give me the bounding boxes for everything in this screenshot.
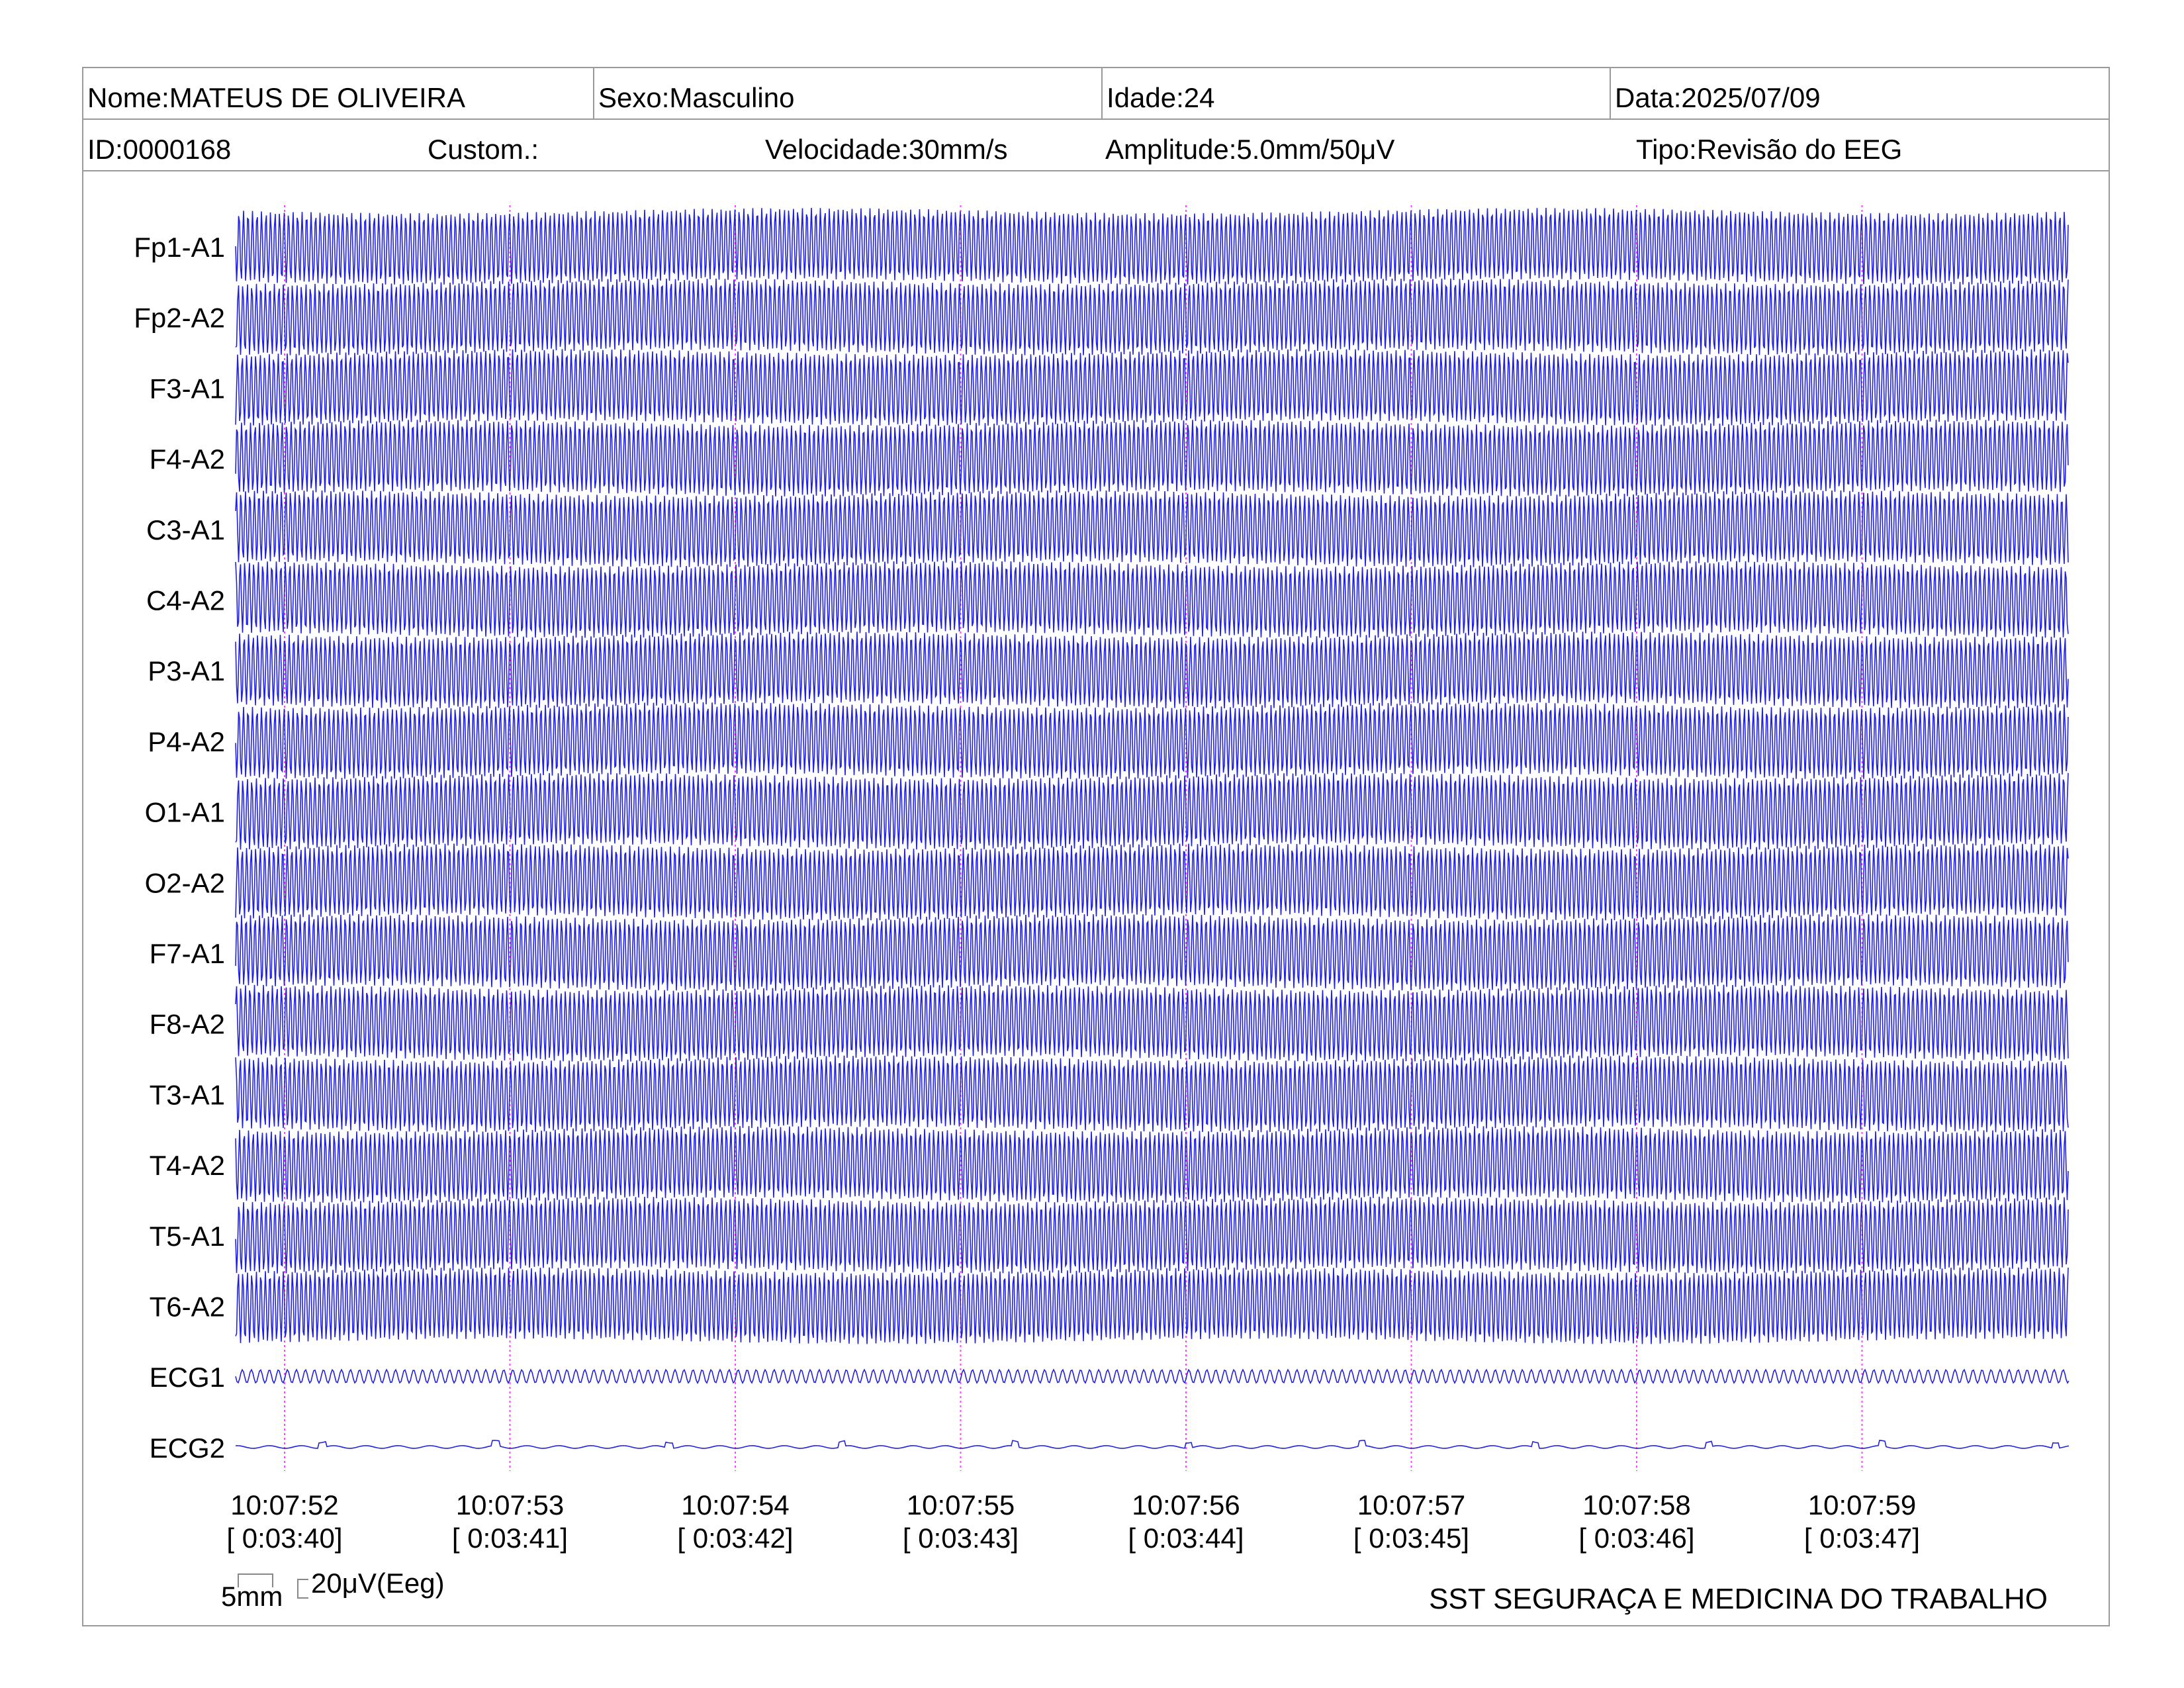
amplitude-scale-label: 20μV(Eeg) (311, 1568, 445, 1599)
channel-label: T4-A2 (150, 1150, 225, 1181)
channel-trace (235, 278, 2069, 355)
channel-trace (235, 490, 2069, 567)
patient-id: ID:0000168 (87, 134, 232, 165)
time-scale-bracket (238, 1573, 273, 1587)
channel-label: C4-A2 (146, 585, 225, 616)
time-elapsed-label: [ 0:03:42] (677, 1523, 793, 1554)
channel-trace (235, 1440, 2070, 1449)
channel-trace (235, 1267, 2069, 1344)
channel-label: P4-A2 (148, 726, 225, 757)
channel-trace (235, 843, 2069, 921)
channel-label: ECG1 (150, 1362, 225, 1393)
organization-name: SST SEGURAÇA E MEDICINA DO TRABALHO (1429, 1583, 2048, 1615)
patient-sex: Sexo:Masculino (593, 68, 1101, 118)
time-axis-labels: 10:07:52[ 0:03:40] 10:07:53[ 0:03:41] 10:0… (226, 1489, 1920, 1554)
time-clock-label: 10:07:52 (230, 1489, 339, 1521)
header-row-2: ID:0000168 Custom.: Velocidade:30mm/s Am… (83, 120, 2109, 171)
channel-trace (235, 349, 2069, 426)
channel-trace (235, 561, 2069, 638)
time-elapsed-label: [ 0:03:44] (1128, 1523, 1244, 1554)
patient-age: Idade:24 (1101, 68, 1610, 118)
channel-labels: Fp1-A1 Fp2-A2 F3-A1 F4-A2 C3-A1 C4-A2 P3-A1 P4-… (134, 232, 225, 1464)
channel-label: Fp1-A1 (134, 232, 225, 263)
time-elapsed-label: [ 0:03:46] (1578, 1523, 1694, 1554)
channel-trace (235, 1126, 2069, 1203)
channel-trace (235, 914, 2069, 991)
header-row-1: Nome:MATEUS DE OLIVEIRA Sexo:Masculino I… (83, 68, 2109, 120)
channel-trace (235, 702, 2069, 779)
exam-date: Data:2025/07/09 (1610, 68, 2110, 118)
channel-trace (235, 1055, 2069, 1133)
channel-trace (235, 773, 2069, 850)
time-clock-label: 10:07:58 (1582, 1489, 1691, 1521)
time-elapsed-label: [ 0:03:47] (1804, 1523, 1920, 1554)
time-clock-label: 10:07:54 (681, 1489, 790, 1521)
time-elapsed-label: [ 0:03:41] (452, 1523, 568, 1554)
channel-label: O2-A2 (145, 867, 225, 898)
time-scale-label: 5mm (221, 1581, 283, 1612)
channel-trace (235, 207, 2069, 285)
channel-label: F3-A1 (150, 373, 225, 404)
channel-label: C3-A1 (146, 514, 225, 545)
channel-trace (235, 420, 2069, 497)
time-clock-label: 10:07:56 (1132, 1489, 1240, 1521)
time-clock-label: 10:07:57 (1357, 1489, 1466, 1521)
recording-speed: Velocidade:30mm/s (765, 134, 1008, 165)
time-elapsed-label: [ 0:03:40] (226, 1523, 342, 1554)
channel-label: T3-A1 (150, 1079, 225, 1110)
channel-label: F8-A2 (150, 1009, 225, 1040)
channel-label: F7-A1 (150, 938, 225, 969)
amplitude-scale-bracket (297, 1579, 308, 1599)
channel-label: F4-A2 (150, 444, 225, 475)
channel-traces (235, 207, 2070, 1449)
channel-label: O1-A1 (145, 797, 225, 828)
report-frame: Nome:MATEUS DE OLIVEIRA Sexo:Masculino I… (82, 67, 2110, 1626)
channel-trace (235, 1368, 2070, 1384)
channel-trace (235, 632, 2069, 709)
channel-label: T5-A1 (150, 1221, 225, 1252)
patient-name: Nome:MATEUS DE OLIVEIRA (87, 82, 466, 113)
time-clock-label: 10:07:53 (456, 1489, 565, 1521)
channel-label: ECG2 (150, 1432, 225, 1464)
channel-trace (235, 1196, 2069, 1274)
custom-field: Custom.: (428, 134, 539, 165)
time-clock-label: 10:07:55 (907, 1489, 1015, 1521)
channel-label: Fp2-A2 (134, 303, 225, 334)
time-elapsed-label: [ 0:03:43] (903, 1523, 1019, 1554)
channel-label: T6-A2 (150, 1291, 225, 1323)
scale-bar: 5mm 20μV(Eeg) (221, 1568, 445, 1612)
channel-trace (235, 984, 2069, 1062)
recording-amplitude: Amplitude:5.0mm/50μV (1105, 134, 1395, 165)
time-elapsed-label: [ 0:03:45] (1353, 1523, 1469, 1554)
channel-label: P3-A1 (148, 655, 225, 686)
exam-type: Tipo:Revisão do EEG (1636, 134, 1903, 165)
time-clock-label: 10:07:59 (1808, 1489, 1917, 1521)
